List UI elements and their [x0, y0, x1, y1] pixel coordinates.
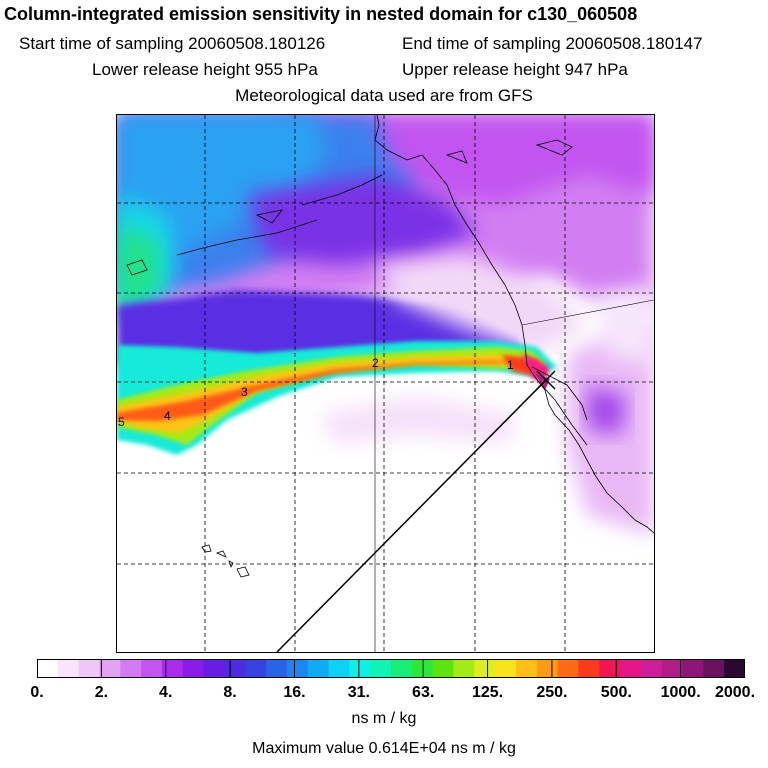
plot-title: Column-integrated emission sensitivity i…	[4, 4, 638, 24]
colorbar-tick-label: 4.	[159, 684, 173, 701]
colorbar-swatch	[724, 659, 745, 678]
met-data-text: Meteorological data used are from GFS	[235, 86, 533, 105]
colorbar-swatch	[37, 659, 59, 678]
colorbar-swatch	[640, 659, 663, 678]
flight-track	[276, 370, 556, 652]
coastlines	[126, 115, 654, 652]
colorbar-tick-label: 125.	[471, 684, 504, 701]
colorbar-swatch	[245, 659, 267, 678]
colorbar-swatch	[620, 659, 642, 678]
colorbar-tick-label: 250.	[536, 684, 568, 701]
plume-label-3: 3	[241, 385, 248, 399]
colorbar-swatch	[99, 659, 121, 678]
colorbar-swatch	[391, 659, 413, 678]
upper-release-height-text: Upper release height 947 hPa	[402, 60, 628, 79]
colorbar-swatch	[557, 659, 580, 678]
colorbar-swatch	[703, 659, 725, 678]
colorbar-tick-label: 16.	[283, 684, 306, 701]
colorbar-swatch	[536, 659, 559, 678]
colorbar-swatch	[661, 659, 684, 678]
plume-day-labels: 1 2 3 4 5	[118, 356, 514, 429]
colorbar-swatch	[224, 659, 246, 678]
colorbar-swatch	[432, 659, 455, 678]
colorbar-tick-label: 31.	[347, 684, 370, 701]
colorbar-swatch	[411, 659, 434, 678]
colorbar-swatch	[307, 659, 330, 678]
colorbar-tick-label: 2000.	[714, 684, 756, 701]
colorbar-swatch	[370, 659, 392, 678]
colorbar-swatch	[578, 659, 600, 678]
colorbar-swatch	[515, 659, 538, 678]
plume-label-1: 1	[507, 358, 514, 372]
colorbar-swatch	[349, 659, 371, 678]
colorbar-unit: ns m / kg	[351, 710, 417, 727]
plume-label-4: 4	[164, 409, 171, 423]
colorbar-tick-label: 8.	[223, 684, 237, 701]
plume-label-2: 2	[372, 356, 379, 370]
colorbar-swatch	[161, 659, 184, 678]
colorbar-swatch	[203, 659, 226, 678]
colorbar-swatch	[495, 659, 517, 678]
colorbar-swatch	[120, 659, 142, 678]
sensitivity-map: 1 2 3 4 5	[116, 114, 655, 653]
start-time-text: Start time of sampling 20060508.180126	[19, 34, 326, 53]
colorbar-swatch	[266, 659, 288, 678]
colorbar	[37, 659, 745, 678]
colorbar-swatch	[328, 659, 350, 678]
emission-plume	[117, 341, 557, 455]
map-canvas: 1 2 3 4 5	[117, 115, 654, 652]
colorbar-swatch	[286, 659, 309, 678]
colorbar-swatch	[599, 659, 621, 678]
colorbar-tick-label: 2.	[94, 684, 109, 701]
colorbar-border	[37, 659, 745, 678]
maximum-value-text: Maximum value 0.614E+04 ns m / kg	[252, 740, 516, 757]
colorbar-tick-label: 63.	[412, 684, 435, 701]
plume-label-5: 5	[118, 415, 125, 429]
colorbar-tick-label: 500.	[600, 684, 632, 701]
colorbar-swatch	[474, 659, 496, 678]
colorbar-swatch	[182, 659, 205, 678]
colorbar-swatch	[682, 659, 704, 678]
end-time-text: End time of sampling 20060508.180147	[402, 34, 703, 53]
colorbar-tick-label: 1000.	[660, 684, 701, 701]
sensitivity-field	[117, 115, 654, 652]
colorbar-swatch	[57, 659, 80, 678]
colorbar-tick-label: 0.	[30, 684, 44, 701]
lower-release-height-text: Lower release height 955 hPa	[92, 60, 318, 79]
colorbar-swatch	[141, 659, 163, 678]
colorbar-swatch	[78, 659, 101, 678]
colorbar-swatch	[453, 659, 475, 678]
lat-lon-grid	[117, 115, 654, 652]
